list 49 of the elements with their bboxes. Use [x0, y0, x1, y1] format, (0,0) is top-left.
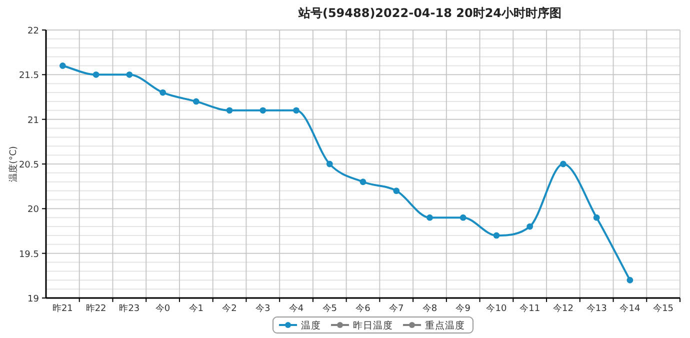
- point: [426, 214, 433, 221]
- point: [192, 98, 200, 105]
- legend-label: 昨日温度: [353, 320, 393, 332]
- x-tick-label: 今4: [288, 303, 304, 314]
- y-tick-label: 21: [28, 116, 39, 126]
- point: [293, 107, 300, 114]
- point: [92, 71, 100, 78]
- point: [59, 62, 66, 69]
- point: [360, 178, 366, 186]
- x-tick-label: 今11: [520, 303, 540, 314]
- x-tick-label: 昨22: [86, 303, 106, 314]
- point: [326, 160, 333, 168]
- point: [593, 214, 600, 221]
- x-tick-label: 今0: [155, 303, 170, 314]
- x-tick-label: 今14: [620, 303, 640, 314]
- x-tick-label: 今2: [222, 303, 237, 314]
- point: [126, 71, 133, 78]
- x-tick-label: 今5: [322, 303, 337, 314]
- legend-label: 重点温度: [425, 320, 465, 332]
- y-tick-label: 20.5: [18, 160, 39, 170]
- point: [260, 107, 266, 114]
- x-tick-label: 今15: [653, 303, 674, 314]
- x-tick-label: 今3: [256, 303, 270, 314]
- y-tick-label: 21.5: [18, 71, 39, 82]
- point: [160, 89, 166, 96]
- y-tick-label: 19: [28, 294, 40, 304]
- x-tick-label: 今13: [586, 303, 607, 314]
- x-tick-label: 今6: [356, 303, 371, 314]
- chart-title: 站号(59488)2022-04-18 20时24小时时序图: [297, 6, 562, 20]
- y-tick-label: 22: [28, 26, 39, 36]
- legend-label: 温度: [301, 320, 321, 332]
- point: [460, 214, 466, 221]
- x-tick-label: 今8: [422, 303, 438, 314]
- point: [626, 276, 634, 284]
- point: [526, 223, 534, 230]
- point: [493, 232, 500, 239]
- y-axis-title: 温度(°C): [8, 146, 19, 182]
- point: [226, 107, 233, 114]
- x-tick-label: 昨21: [52, 303, 73, 314]
- point: [393, 188, 400, 194]
- x-tick-label: 今1: [188, 303, 204, 314]
- y-tick-label: 20: [28, 205, 40, 216]
- x-tick-label: 今10: [486, 303, 507, 314]
- y-tick-label: 19.5: [18, 250, 39, 260]
- point: [560, 160, 566, 168]
- x-tick-label: 今12: [552, 303, 574, 314]
- x-tick-label: 今7: [389, 303, 404, 314]
- x-tick-label: 今9: [456, 303, 471, 314]
- x-tick-label: 昨23: [119, 303, 140, 314]
